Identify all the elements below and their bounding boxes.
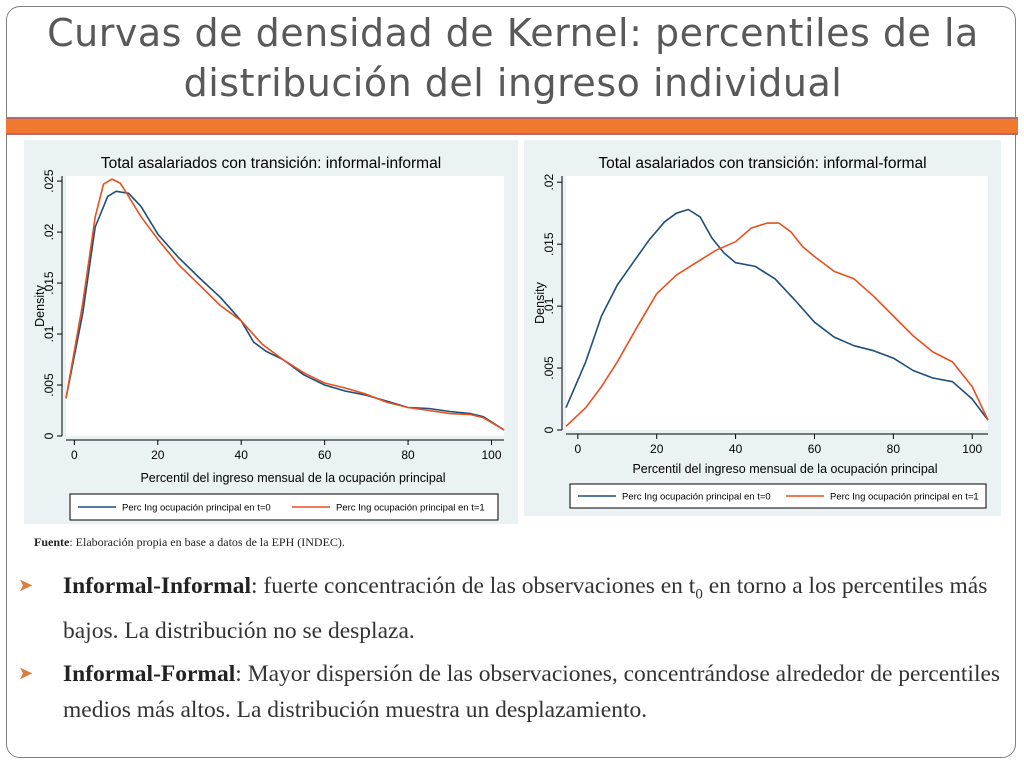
y-tick-label: .015 (42, 271, 56, 295)
y-tick-label: .02 (42, 223, 56, 240)
bullet-informal-formal: ➤ Informal-Formal: Mayor dispersión de l… (16, 656, 1006, 728)
title-accent-bar (6, 117, 1018, 135)
chart-panel-informal-formal: Total asalariados con transición: inform… (524, 140, 1001, 516)
series-line-t0 (565, 208, 989, 421)
x-tick-label: 20 (151, 448, 165, 462)
bullet-list: ➤ Informal-Informal: fuerte concentració… (16, 568, 1006, 735)
bullet-informal-informal: ➤ Informal-Informal: fuerte concentració… (16, 568, 1006, 649)
plot-area (566, 176, 988, 430)
x-tick-label: 40 (235, 448, 249, 462)
y-tick-label: .01 (42, 325, 56, 342)
legend-box (569, 483, 987, 509)
source-note: Fuente: Elaboración propia en base a dat… (34, 535, 345, 550)
legend-label-t0: Perc Ing ocupación principal en t=0 (622, 492, 771, 503)
series-line-t0 (65, 190, 505, 431)
x-tick-label: 60 (318, 448, 332, 462)
x-tick-label: 100 (481, 448, 501, 462)
legend-label-t1: Perc Ing ocupación principal en t=1 (336, 503, 485, 514)
bullet-arrow-icon: ➤ (18, 575, 34, 595)
series-line-t1 (565, 222, 989, 427)
x-axis-label: Percentil del ingreso mensual de la ocup… (632, 462, 937, 476)
bullet-2-text-a: : Mayor dispersión de las observaciones,… (63, 660, 1001, 723)
y-axis-label: Density (533, 281, 547, 323)
x-tick-label: 80 (887, 442, 901, 456)
legend-box (69, 493, 499, 521)
bullet-1-heading: Informal-Informal (63, 573, 251, 599)
chart-panel-informal-informal: Total asalariados con transición: inform… (24, 140, 518, 524)
legend-label-t1: Perc Ing ocupación principal en t=1 (830, 492, 979, 503)
y-tick-label: 0 (542, 426, 556, 433)
x-tick-label: 80 (401, 448, 415, 462)
bullet-1-text-b: en torno a los percentiles más bajos. La… (63, 573, 988, 644)
y-tick-label: .01 (542, 297, 556, 314)
source-text: : Elaboración propia en base a datos de … (69, 535, 345, 549)
y-tick-label: .015 (542, 232, 556, 256)
bullet-arrow-icon: ➤ (18, 662, 34, 683)
bullet-2-heading: Informal-Formal (63, 660, 236, 687)
series-line-t1 (65, 178, 505, 431)
bullet-1-subscript: 0 (695, 586, 703, 603)
x-tick-label: 0 (71, 448, 78, 462)
chart-title: Total asalariados con transición: inform… (101, 155, 441, 172)
y-tick-label: 0 (42, 432, 56, 439)
x-tick-label: 100 (962, 442, 982, 456)
x-tick-label: 0 (574, 442, 581, 456)
bullet-1-text-a: : fuerte concentración de las observacio… (250, 573, 696, 599)
y-tick-label: .02 (542, 174, 556, 191)
y-tick-label: .005 (42, 373, 56, 397)
chart-informal-informal: Total asalariados con transición: inform… (33, 155, 505, 521)
title-line-1: Curvas de densidad de Kernel: percentile… (47, 11, 979, 55)
x-tick-label: 20 (650, 442, 664, 456)
slide-frame (6, 6, 1016, 758)
plot-area (66, 176, 504, 436)
chart-title: Total asalariados con transición: inform… (598, 155, 926, 172)
source-label: Fuente (34, 535, 70, 549)
slide-title: Curvas de densidad de Kernel: percentile… (8, 8, 1018, 108)
y-axis-label: Density (33, 284, 47, 326)
x-tick-label: 40 (729, 442, 743, 456)
legend-label-t0: Perc Ing ocupación principal en t=0 (122, 503, 271, 514)
title-line-2: distribución del ingreso individual (183, 61, 843, 105)
y-tick-label: .005 (542, 356, 556, 380)
chart-informal-formal: Total asalariados con transición: inform… (533, 155, 989, 509)
x-tick-label: 60 (808, 442, 822, 456)
x-axis-label: Percentil del ingreso mensual de la ocup… (140, 471, 445, 485)
y-tick-label: .025 (42, 169, 56, 193)
